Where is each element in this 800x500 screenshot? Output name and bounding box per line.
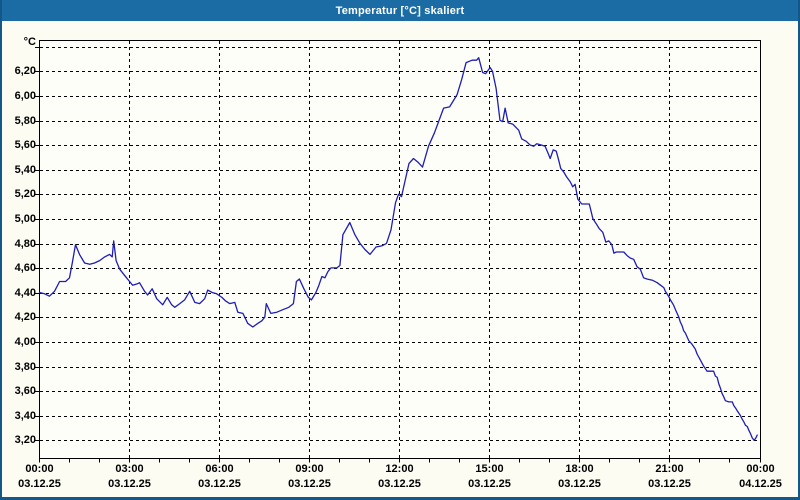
chart-content: °C 6,20 6,00 5,80 5,60 5,40 5,20 5,00 4,80 4,60 4… <box>2 21 798 497</box>
plot-border <box>39 40 761 459</box>
y-axis-label: 4,60 <box>14 261 36 274</box>
x-axis-date-label: 03.12.25 <box>288 478 331 490</box>
y-axis-label: 5,00 <box>14 212 36 225</box>
y-axis-label: 5,80 <box>14 114 36 127</box>
x-axis-time-label: 21:00 <box>655 463 684 475</box>
y-axis-label: 5,60 <box>14 138 36 151</box>
chart-plot-area[interactable] <box>35 40 761 463</box>
y-axis-label: 3,20 <box>14 433 36 446</box>
y-axis-label: 6,20 <box>14 64 36 77</box>
x-axis-date-label: 03.12.25 <box>648 478 691 490</box>
y-axis-unit-label: °C <box>23 36 36 48</box>
x-axis-time-label: 12:00 <box>385 463 414 475</box>
x-axis-date-label: 03.12.25 <box>18 478 61 490</box>
x-axis-time-label: 00:00 <box>25 463 54 475</box>
x-axis-time-label: 18:00 <box>565 463 594 475</box>
y-axis-label: 5,40 <box>14 163 36 176</box>
y-axis-label: 6,00 <box>14 89 36 102</box>
y-axis-label: 4,40 <box>14 286 36 299</box>
x-axis-time-label: 15:00 <box>475 463 504 475</box>
y-axis-label: 5,20 <box>14 187 36 200</box>
x-axis-time-label: 00:00 <box>746 463 775 475</box>
x-axis-date-label: 03.12.25 <box>558 478 601 490</box>
y-axis-label: 3,60 <box>14 384 36 397</box>
y-axis-label: 3,40 <box>14 409 36 422</box>
x-axis-time-label: 09:00 <box>295 463 324 475</box>
temperature-line <box>38 57 758 441</box>
y-axis-label: 4,00 <box>14 335 36 348</box>
window-title: Temperatur [°C] skaliert <box>335 4 465 17</box>
x-axis-date-label: 04.12.25 <box>739 478 782 490</box>
x-axis-date-label: 03.12.25 <box>108 478 151 490</box>
y-axis-label: 4,20 <box>14 310 36 323</box>
y-axis-label: 3,80 <box>14 360 36 373</box>
title-bar[interactable]: Temperatur [°C] skaliert <box>2 0 798 21</box>
x-axis-time-label: 03:00 <box>115 463 144 475</box>
x-axis-date-label: 03.12.25 <box>198 478 241 490</box>
y-axis-label: 4,80 <box>14 237 36 250</box>
x-axis-date-label: 03.12.25 <box>378 478 421 490</box>
x-axis-date-label: 03.12.25 <box>468 478 511 490</box>
x-axis-time-label: 06:00 <box>205 463 234 475</box>
